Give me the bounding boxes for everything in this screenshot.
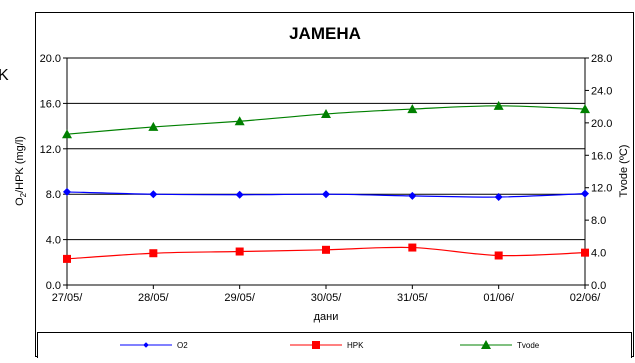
data-point-hpk: [322, 245, 330, 254]
y-axis-left-title: O2/HPK (mg/l): [14, 136, 28, 206]
data-point-hpk: [63, 254, 71, 263]
x-tick-label: 27/05/: [52, 292, 84, 304]
data-point-o2: [408, 191, 417, 200]
data-point-o2: [494, 193, 503, 202]
legend-label-tvode: Tvode: [517, 341, 540, 350]
y-right-tick-label: 12.0: [591, 183, 612, 195]
x-tick-label: 02/06/: [570, 292, 602, 304]
y-right-tick-label: 24.0: [591, 85, 612, 97]
legend-marker-o2: [143, 342, 149, 348]
y-left-tick-label: 16.0: [40, 98, 61, 110]
data-point-o2: [235, 190, 244, 199]
data-point-tvode: [321, 108, 331, 118]
y-right-tick-label: 8.0: [591, 215, 606, 227]
data-point-tvode: [580, 104, 590, 114]
data-point-o2: [322, 190, 330, 199]
y-right-tick-label: 0.0: [591, 280, 606, 292]
cut-off-label: K: [0, 67, 9, 84]
y-left-tick-label: 20.0: [40, 53, 61, 65]
data-point-tvode: [148, 121, 159, 131]
y-left-tick-label: 0.0: [46, 280, 61, 292]
legend-marker-tvode: [481, 340, 491, 349]
data-point-hpk: [494, 251, 503, 260]
legend-label-hpk: HPK: [347, 341, 364, 350]
axes: 0.0 4.0 8.0 12.0 16.0 20.0 0.0 4.0 8.0 12.0 16.0 20…: [40, 53, 613, 304]
x-tick-label: 29/05/: [224, 292, 256, 304]
y-left-tick-label: 8.0: [46, 189, 61, 201]
x-axis-title: дани: [314, 311, 339, 323]
y-axis-right-title: Tvode (ºC): [618, 145, 630, 198]
data-point-tvode: [62, 129, 72, 139]
y-right-tick-label: 16.0: [591, 150, 612, 162]
data-point-o2: [581, 189, 589, 198]
y-left-tick-label: 12.0: [40, 144, 61, 156]
x-tick-label: 01/06/: [483, 292, 515, 304]
data-point-tvode: [407, 104, 418, 114]
x-tick-label: 30/05/: [311, 292, 343, 304]
y-axis-left-title-main: O: [14, 197, 26, 206]
legend-marker-hpk: [312, 341, 320, 349]
data-point-hpk: [235, 247, 244, 256]
data-point-hpk: [408, 243, 417, 252]
x-tick-label: 28/05/: [138, 292, 170, 304]
y-axis-left-title-sub: 2: [19, 192, 28, 197]
legend-label-o2: O2: [177, 341, 188, 350]
legend: O2 HPK Tvode: [120, 340, 540, 350]
data-point-tvode: [493, 100, 504, 110]
chart-title: ЈАМЕНА: [289, 24, 361, 43]
series: [62, 100, 590, 263]
data-point-tvode: [234, 116, 245, 126]
y-axis-left-title-rest: /HPK (mg/l): [14, 136, 26, 193]
data-point-hpk: [149, 249, 158, 258]
x-tick-label: 31/05/: [397, 292, 429, 304]
chart-area-border: [35, 12, 634, 357]
data-point-hpk: [581, 248, 589, 257]
y-right-tick-label: 4.0: [591, 248, 606, 260]
y-right-tick-label: 28.0: [591, 53, 612, 65]
data-point-o2: [63, 187, 71, 196]
y-right-tick-label: 20.0: [591, 118, 612, 130]
y-left-tick-label: 4.0: [46, 235, 61, 247]
data-point-o2: [149, 190, 158, 199]
